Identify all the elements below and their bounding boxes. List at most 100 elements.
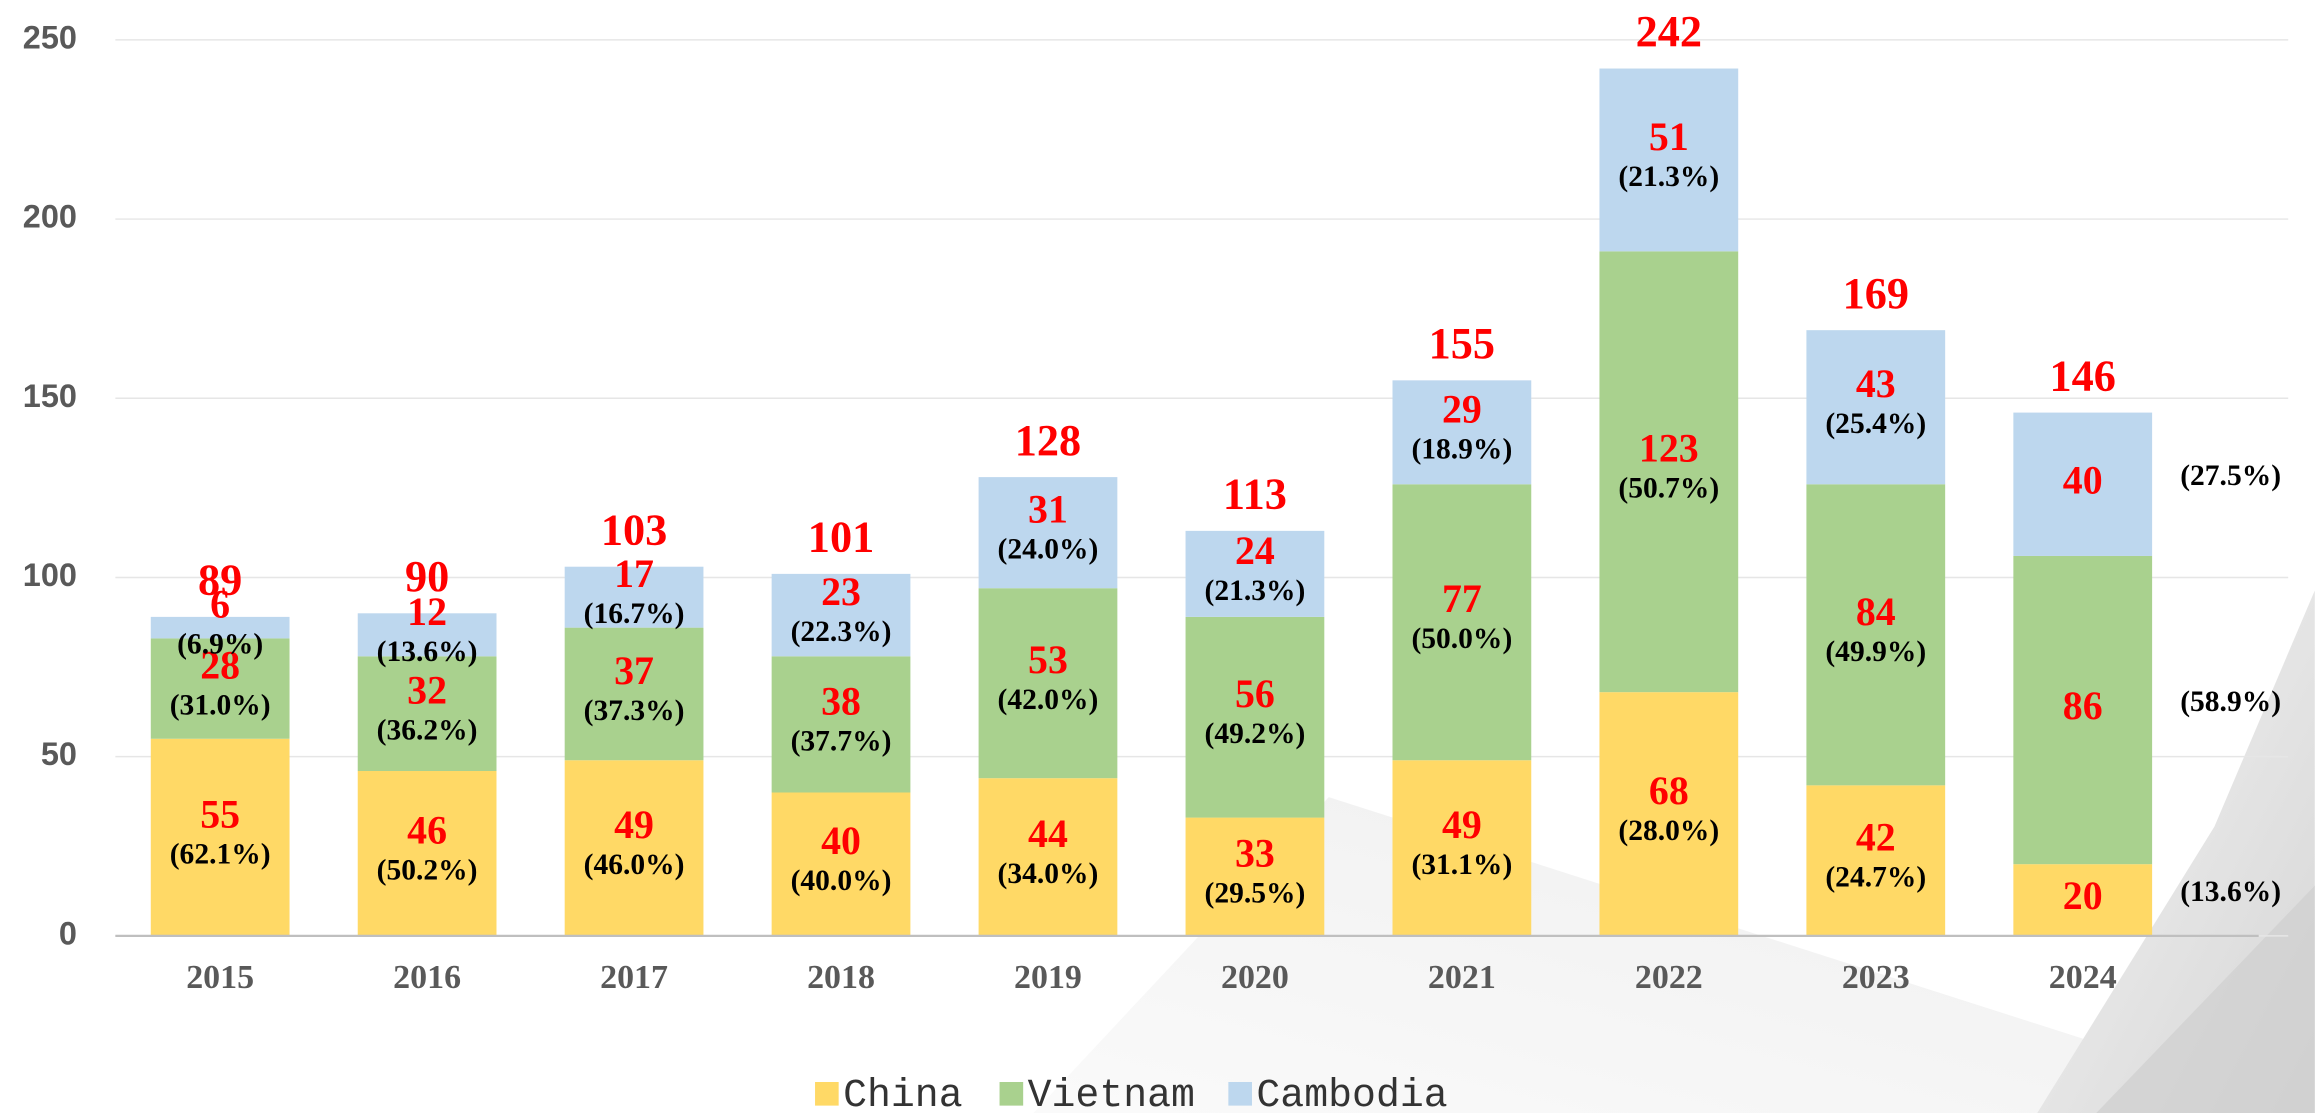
total-label: 89 (198, 556, 242, 605)
share-label: (58.9%) (2180, 686, 2281, 718)
share-label: (21.3%) (1618, 161, 1719, 193)
x-tick-label: 2017 (600, 959, 668, 996)
share-label: (21.3%) (1205, 575, 1306, 607)
legend-label: Vietnam (1028, 1073, 1195, 1113)
bar-segment (2013, 864, 2153, 936)
share-label: (62.1%) (170, 838, 271, 870)
bar-segment (771, 792, 911, 936)
share-label: (46.0%) (584, 849, 685, 881)
share-label: (49.9%) (1825, 636, 1926, 668)
share-label: (18.9%) (1411, 433, 1512, 465)
bar-segment (150, 616, 290, 639)
value-label: 28 (200, 643, 240, 688)
bar-segment (357, 770, 497, 936)
total-label: 113 (1223, 470, 1287, 519)
share-label: (27.5%) (2180, 460, 2281, 492)
value-label: 123 (1639, 426, 1699, 471)
bar-segment (1806, 330, 1946, 485)
y-tick-label: 250 (23, 19, 77, 55)
x-tick-label: 2016 (393, 959, 461, 996)
bar-segment (1185, 530, 1325, 617)
share-label: (24.7%) (1825, 862, 1926, 894)
bar-segment (1599, 251, 1739, 693)
share-label: (40.0%) (791, 865, 892, 897)
total-label: 146 (2050, 351, 2116, 400)
value-label: 23 (821, 569, 861, 614)
share-label: (42.0%) (998, 684, 1099, 716)
value-label: 6 (210, 582, 230, 627)
share-label: (16.7%) (584, 598, 685, 630)
value-label: 38 (821, 678, 861, 723)
share-label: (6.9%) (177, 629, 263, 661)
background (1033, 590, 2315, 1113)
value-label: 24 (1235, 528, 1275, 573)
legend-swatch (1228, 1082, 1252, 1106)
y-tick-label: 150 (23, 378, 77, 414)
bar-segment (771, 656, 911, 793)
share-label: (13.6%) (2180, 876, 2281, 908)
share-label: (28.0%) (1618, 815, 1719, 847)
bar-segment (150, 738, 290, 936)
bar-segment (1392, 484, 1532, 761)
value-label: 33 (1235, 831, 1275, 876)
value-label: 32 (407, 668, 447, 713)
bar-segment (1185, 817, 1325, 936)
value-label: 37 (614, 648, 654, 693)
legend-label: Cambodia (1256, 1073, 1447, 1113)
x-tick-label: 2021 (1428, 959, 1496, 996)
total-label: 128 (1015, 416, 1081, 465)
bar-segment (357, 656, 497, 771)
value-label: 40 (2063, 457, 2103, 502)
bar-segment (1392, 760, 1532, 936)
bar-segment (2013, 412, 2153, 556)
bar-segment (1806, 785, 1946, 936)
legend-label: China (843, 1073, 963, 1113)
value-label: 56 (1235, 671, 1275, 716)
total-label: 90 (405, 552, 449, 601)
legend-swatch (999, 1082, 1024, 1106)
value-label: 77 (1442, 576, 1482, 621)
share-label: (37.7%) (791, 725, 892, 757)
bar-segment (1392, 380, 1532, 485)
share-label: (29.5%) (1205, 878, 1306, 910)
value-label: 17 (614, 551, 654, 596)
y-tick-label: 100 (23, 557, 77, 593)
bar-segment (978, 778, 1118, 936)
value-label: 42 (1856, 815, 1896, 860)
bar-segment (150, 638, 290, 739)
value-label: 49 (614, 802, 654, 847)
share-label: (49.2%) (1205, 718, 1306, 750)
value-label: 29 (1442, 386, 1482, 431)
share-label: (50.2%) (377, 854, 478, 886)
bar-segment (771, 573, 911, 657)
share-label: (50.7%) (1618, 473, 1719, 505)
share-label: (13.6%) (377, 636, 478, 668)
value-label: 44 (1028, 811, 1068, 856)
total-label: 242 (1636, 7, 1702, 56)
value-label: 86 (2063, 683, 2103, 728)
bar-segment (1806, 484, 1946, 786)
value-label: 20 (2063, 873, 2103, 918)
value-label: 55 (200, 791, 240, 836)
x-tick-label: 2022 (1635, 959, 1703, 996)
total-label: 101 (808, 513, 874, 562)
x-tick-label: 2024 (2049, 959, 2117, 996)
value-label: 84 (1856, 589, 1896, 634)
bar-segment (564, 760, 704, 936)
bar-segment (564, 627, 704, 761)
x-tick-label: 2015 (186, 959, 254, 996)
bar-segment (978, 588, 1118, 779)
total-label: 169 (1843, 269, 1909, 318)
share-label: (24.0%) (998, 534, 1099, 566)
value-label: 68 (1649, 768, 1689, 813)
y-tick-label: 200 (23, 199, 77, 235)
total-label: 155 (1429, 319, 1495, 368)
share-label: (25.4%) (1825, 408, 1926, 440)
share-label: (50.0%) (1411, 623, 1512, 655)
total-label: 103 (601, 505, 667, 554)
bar-segment (357, 613, 497, 657)
value-label: 43 (1856, 361, 1896, 406)
share-label: (36.2%) (377, 715, 478, 747)
